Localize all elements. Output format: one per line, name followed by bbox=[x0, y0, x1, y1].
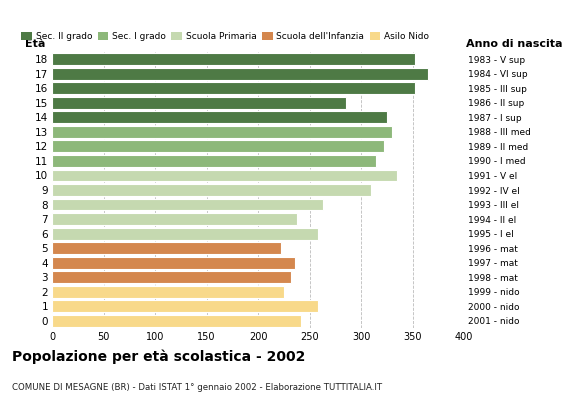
Bar bbox=[52, 82, 415, 94]
Bar bbox=[52, 126, 392, 138]
Bar bbox=[52, 140, 384, 152]
Text: Anno di nascita: Anno di nascita bbox=[466, 39, 563, 49]
Text: Popolazione per età scolastica - 2002: Popolazione per età scolastica - 2002 bbox=[12, 350, 305, 364]
Text: Età: Età bbox=[26, 39, 46, 49]
Bar bbox=[52, 257, 295, 268]
Bar bbox=[52, 213, 297, 225]
Legend: Sec. II grado, Sec. I grado, Scuola Primaria, Scuola dell'Infanzia, Asilo Nido: Sec. II grado, Sec. I grado, Scuola Prim… bbox=[20, 31, 430, 42]
Bar bbox=[52, 170, 397, 182]
Text: COMUNE DI MESAGNE (BR) - Dati ISTAT 1° gennaio 2002 - Elaborazione TUTTITALIA.IT: COMUNE DI MESAGNE (BR) - Dati ISTAT 1° g… bbox=[12, 383, 382, 392]
Bar bbox=[52, 228, 318, 240]
Bar bbox=[52, 184, 371, 196]
Bar bbox=[52, 286, 284, 298]
Bar bbox=[52, 155, 376, 167]
Bar bbox=[52, 198, 323, 210]
Bar bbox=[52, 112, 387, 123]
Bar bbox=[52, 53, 415, 65]
Bar bbox=[52, 68, 428, 80]
Bar bbox=[52, 300, 318, 312]
Bar bbox=[52, 97, 346, 109]
Bar bbox=[52, 242, 281, 254]
Bar bbox=[52, 271, 291, 283]
Bar bbox=[52, 315, 302, 327]
